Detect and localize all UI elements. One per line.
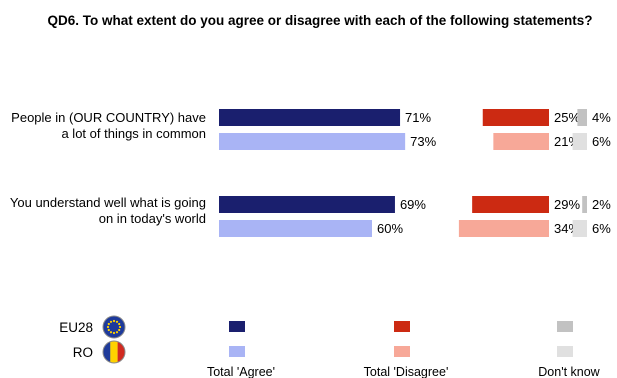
value-label-0-eu28-2: 69%: [400, 197, 426, 212]
bar-2-eu28-1: [577, 109, 587, 126]
legend-swatch-2-eu28: [557, 321, 573, 332]
bar-0-ro-2: [219, 220, 372, 237]
eu-flag-star: [118, 328, 121, 332]
value-label-2-eu28-2: 2%: [592, 197, 611, 212]
value-label-0-ro-2: 60%: [377, 221, 403, 236]
bar-0-eu28-2: [219, 196, 395, 213]
romania-flag-outline: [102, 340, 126, 364]
value-label-2-eu28-1: 4%: [592, 110, 611, 125]
bar-2-ro-2: [572, 220, 587, 237]
eu-flag-star: [115, 331, 119, 334]
chart-title: QD6. To what extent do you agree or disa…: [47, 13, 593, 28]
bar-2-ro-1: [572, 133, 587, 150]
value-label-0-eu28-1: 71%: [405, 110, 431, 125]
eu-flag-star: [109, 320, 113, 323]
eu-flag-star: [118, 322, 121, 326]
bar-1-eu28-2: [472, 196, 549, 213]
bar-2-eu28-2: [582, 196, 587, 213]
bar-0-eu28-1: [219, 109, 401, 126]
legend-swatch-1-eu28: [394, 321, 410, 332]
value-label-2-ro-1: 6%: [592, 134, 611, 149]
legend-country-ro: RO: [73, 345, 93, 360]
bar-1-ro-2: [458, 220, 549, 237]
romania-flag-icon: [103, 341, 125, 363]
bar-1-eu28-1: [482, 109, 549, 126]
bar-1-ro-1: [493, 133, 549, 150]
statement-1-label: People in (OUR COUNTRY) have a lot of th…: [11, 110, 206, 141]
legend-series-label-1: Total 'Disagree': [364, 365, 449, 378]
eu-flag-star: [106, 325, 110, 329]
legend-series-label-0: Total 'Agree': [207, 365, 275, 378]
legend-swatch-0-ro: [229, 346, 245, 357]
value-label-1-eu28-2: 29%: [554, 197, 580, 212]
legend-swatch-1-ro: [394, 346, 410, 357]
eu-flag-star: [118, 325, 122, 329]
legend-swatch-2-ro: [557, 346, 573, 357]
value-label-0-ro-1: 73%: [410, 134, 436, 149]
eu-flag-star: [115, 320, 119, 323]
legend-country-eu28: EU28: [59, 320, 93, 335]
bar-0-ro-1: [219, 133, 406, 150]
eu-flag-star: [107, 322, 110, 326]
eu-flag-star: [107, 328, 110, 332]
eu-flag-star: [112, 331, 116, 335]
statement-2-label: You understand well what is going on in …: [9, 195, 206, 226]
value-label-2-ro-2: 6%: [592, 221, 611, 236]
legend-series-label-2: Don't know: [538, 365, 600, 378]
legend-swatch-0-eu28: [229, 321, 245, 332]
eu-flag-star: [112, 319, 116, 323]
value-label-1-eu28-1: 25%: [554, 110, 580, 125]
eu-flag-icon: [102, 315, 126, 339]
eu-flag-star: [109, 331, 113, 334]
